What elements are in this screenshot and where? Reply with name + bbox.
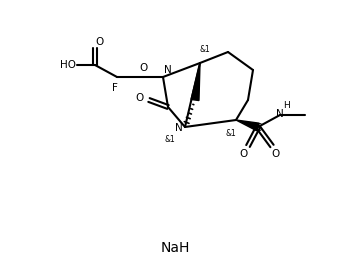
- Text: O: O: [240, 149, 248, 159]
- Text: O: O: [139, 63, 147, 73]
- Text: S: S: [256, 123, 262, 133]
- Text: &1: &1: [200, 46, 210, 55]
- Text: O: O: [95, 37, 103, 47]
- Polygon shape: [236, 120, 259, 131]
- Text: &1: &1: [226, 129, 237, 137]
- Text: &1: &1: [165, 134, 175, 143]
- Text: N: N: [164, 65, 172, 75]
- Text: O: O: [272, 149, 280, 159]
- Text: H: H: [284, 102, 290, 110]
- Text: N: N: [175, 123, 183, 133]
- Text: N: N: [276, 109, 284, 119]
- Text: O: O: [136, 93, 144, 103]
- Polygon shape: [191, 63, 200, 100]
- Text: NaH: NaH: [160, 241, 190, 255]
- Text: HO: HO: [60, 60, 76, 70]
- Text: F: F: [112, 83, 118, 93]
